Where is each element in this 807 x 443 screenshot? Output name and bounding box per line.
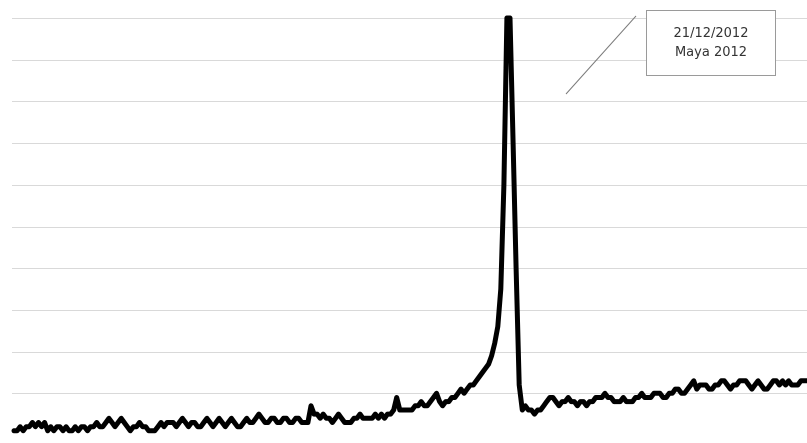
callout-leader-line — [565, 15, 637, 95]
annotation-event-label: Maya 2012 — [674, 45, 748, 60]
series-line — [11, 15, 807, 434]
annotation-callout: 21/12/2012 Maya 2012 — [646, 10, 776, 76]
annotation-date-label: 21/12/2012 — [673, 26, 749, 41]
series-group — [11, 15, 807, 434]
